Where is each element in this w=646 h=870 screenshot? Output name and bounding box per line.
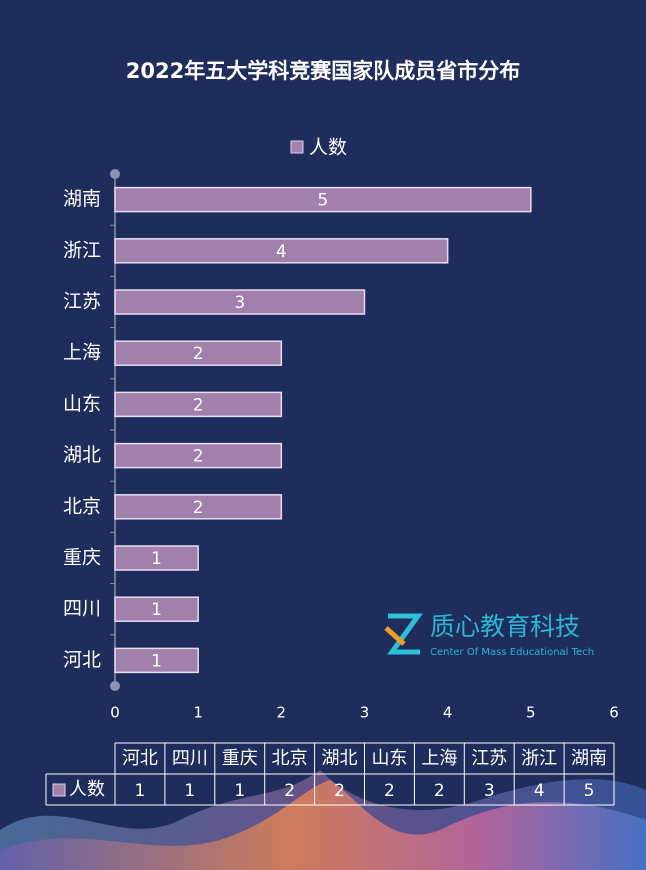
legend-label: 人数 [309, 137, 347, 159]
y-tick-label: 上海 [63, 342, 101, 364]
table-header: 湖南 [571, 748, 607, 769]
y-tick-label: 河北 [63, 649, 101, 671]
y-tick-label: 重庆 [63, 547, 101, 569]
bar [114, 494, 283, 520]
y-tick-label: 山东 [63, 393, 101, 415]
x-tick-label: 5 [526, 704, 536, 722]
data-label: 2 [193, 447, 204, 467]
data-label: 2 [193, 395, 204, 415]
data-label: 2 [193, 498, 204, 518]
legend-swatch [290, 140, 304, 154]
table-cell: 4 [534, 781, 545, 801]
table-row-label: 人数 [69, 779, 105, 800]
table-header: 山东 [371, 748, 407, 769]
x-tick-label: 3 [360, 704, 370, 722]
x-tick-label: 6 [609, 704, 619, 722]
data-label: 2 [193, 344, 204, 364]
logo-subtitle: Center Of Mass Educational Tech [430, 647, 594, 658]
bar [114, 596, 199, 622]
axis-end [110, 169, 120, 179]
table-header: 浙江 [521, 748, 557, 769]
table-cell: 2 [384, 781, 395, 801]
logo-icon [387, 613, 423, 655]
table-cell: 3 [484, 781, 495, 801]
data-label: 3 [234, 293, 245, 313]
data-label: 1 [151, 600, 162, 620]
bar [114, 545, 199, 571]
logo: 质心教育科技 Center Of Mass Educational Tech [384, 612, 594, 658]
table-cell: 1 [234, 781, 245, 801]
y-tick-label: 北京 [63, 495, 101, 517]
table-cell: 1 [135, 781, 146, 801]
y-tick-label: 湖北 [63, 444, 101, 466]
chart-title: 2022年五大学科竞赛国家队成员省市分布 [126, 59, 520, 83]
bar [114, 289, 366, 315]
bar [114, 647, 199, 674]
table-header: 湖北 [322, 748, 358, 769]
y-tick-label: 湖南 [63, 188, 101, 210]
table-header: 重庆 [222, 748, 258, 769]
table-cell: 2 [434, 781, 445, 801]
axis-end [110, 681, 120, 691]
y-tick-label: 江苏 [63, 291, 101, 313]
y-tick-label: 浙江 [63, 239, 101, 261]
table-cell: 2 [284, 781, 295, 801]
y-tick-label: 四川 [63, 598, 101, 620]
bar [114, 340, 283, 366]
bar [114, 442, 283, 469]
table-header: 河北 [122, 748, 158, 769]
bar [114, 186, 532, 213]
x-tick-label: 2 [277, 704, 287, 722]
table-cell: 2 [334, 781, 345, 801]
decoration [0, 780, 646, 870]
x-tick-label: 1 [193, 704, 203, 722]
logo-text: 质心教育科技 [430, 612, 580, 641]
table-header: 北京 [272, 748, 308, 769]
table-cell: 5 [584, 781, 595, 801]
table-header: 上海 [421, 748, 457, 769]
logo-icon [384, 626, 406, 646]
x-tick-label: 0 [110, 704, 120, 722]
data-label: 1 [151, 651, 162, 671]
data-label: 5 [318, 191, 329, 211]
data-label: 4 [276, 242, 287, 262]
bar [114, 391, 283, 418]
table-header: 四川 [172, 748, 208, 769]
data-label: 1 [151, 549, 162, 569]
table-cell: 1 [184, 781, 195, 801]
legend-swatch [52, 783, 66, 797]
x-tick-label: 4 [443, 704, 453, 722]
bar [114, 238, 449, 264]
table-header: 江苏 [471, 748, 507, 769]
